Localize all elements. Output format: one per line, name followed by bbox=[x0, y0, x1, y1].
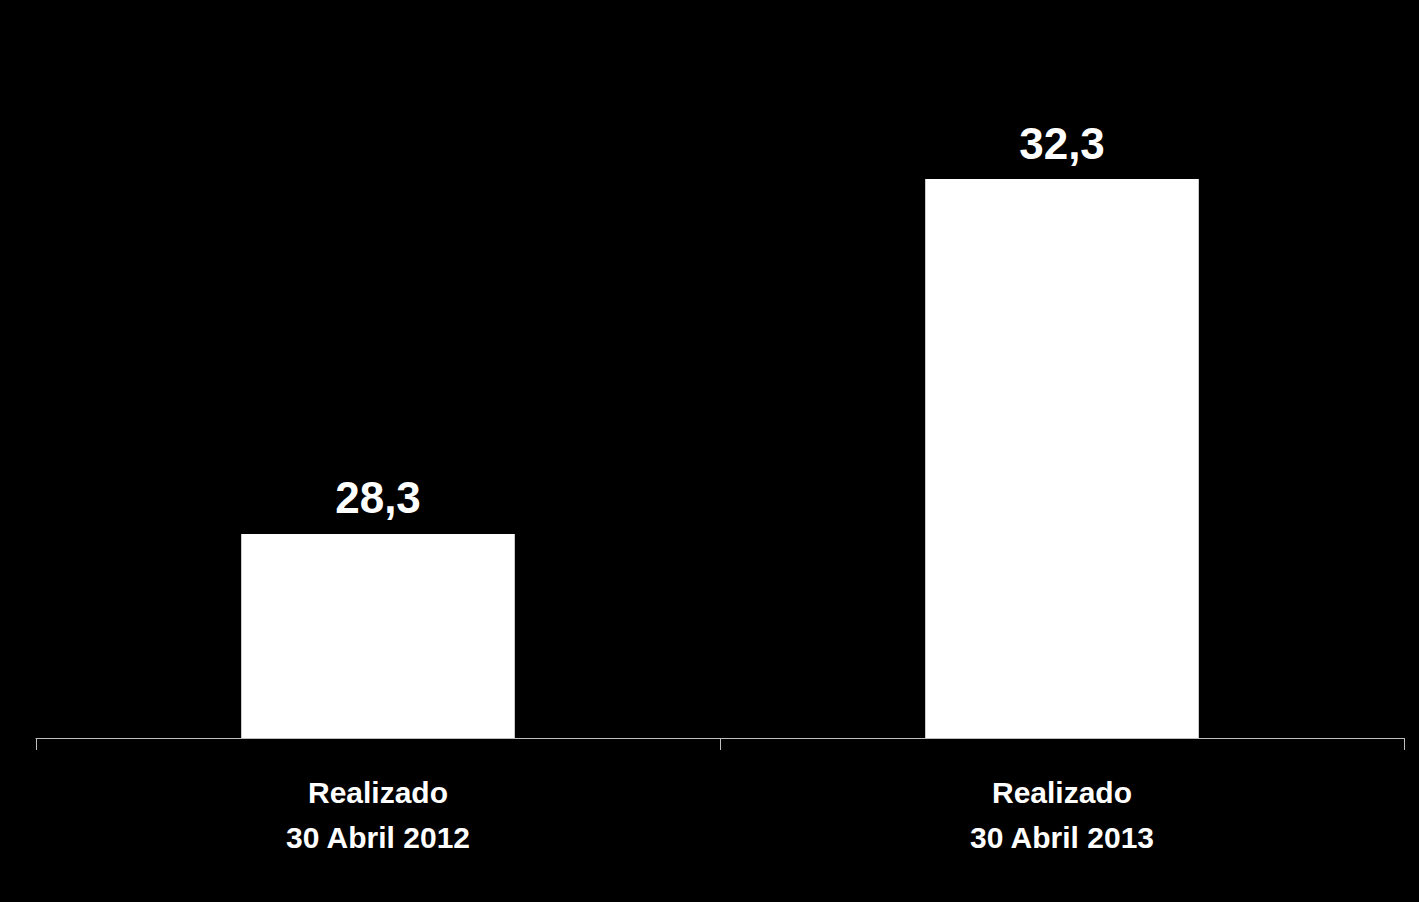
svg-text:28,3: 28,3 bbox=[335, 473, 421, 522]
svg-text:30 Abril 2012: 30 Abril 2012 bbox=[286, 821, 470, 854]
svg-text:Realizado: Realizado bbox=[992, 776, 1132, 809]
svg-text:30 Abril 2013: 30 Abril 2013 bbox=[970, 821, 1154, 854]
svg-text:32,3: 32,3 bbox=[1019, 119, 1105, 168]
svg-text:Realizado: Realizado bbox=[308, 776, 448, 809]
